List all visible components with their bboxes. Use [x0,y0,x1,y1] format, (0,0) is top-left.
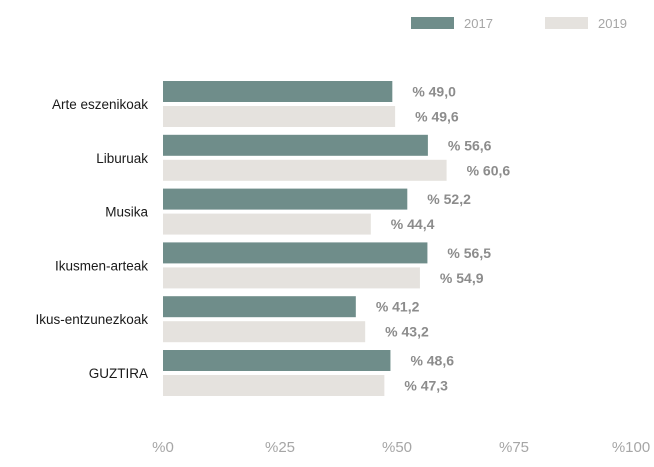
bar-2017 [163,296,356,318]
bar-2019 [163,213,371,235]
category-label: Ikusmen-arteak [55,258,148,273]
category-label: Musika [105,205,148,220]
bar-2019 [163,106,396,127]
value-label-2019: % 43,2 [385,324,429,340]
value-label-2019: % 47,3 [404,378,448,394]
legend-label-2017: 2017 [464,16,493,31]
bar-2017 [163,134,428,156]
value-label-2019: % 44,4 [391,216,435,232]
x-tick-label: %100 [612,439,650,456]
x-tick-label: %50 [382,439,412,456]
bar-2019 [163,375,385,396]
value-label-2019: % 49,6 [415,109,459,125]
value-label-2017: % 41,2 [376,299,420,315]
value-label-2017: % 48,6 [410,353,454,369]
x-tick-label: %25 [265,439,295,456]
bar-2019 [163,321,366,343]
bar-2019 [163,159,447,181]
bar-2017 [163,188,408,210]
value-label-2017: % 56,6 [448,137,492,153]
value-label-2019: % 60,6 [467,162,511,178]
x-tick-label: %0 [152,439,174,456]
bar-2019 [163,267,420,289]
bar-2017 [163,242,428,264]
x-tick-label: %75 [499,439,529,456]
bar-2017 [163,81,393,102]
bar-2017 [163,350,391,371]
category-label: Liburuak [96,151,148,166]
category-label: Arte eszenikoak [52,97,148,112]
value-label-2017: % 49,0 [412,84,456,100]
value-label-2019: % 54,9 [440,270,484,286]
legend-swatch-2019 [545,17,588,29]
legend-label-2019: 2019 [598,16,627,31]
legend-swatch-2017 [411,17,454,29]
value-label-2017: % 56,5 [447,245,491,261]
category-label: GUZTIRA [89,366,148,381]
category-label: Ikus-entzunezkoak [35,312,148,327]
value-label-2017: % 52,2 [427,191,471,207]
